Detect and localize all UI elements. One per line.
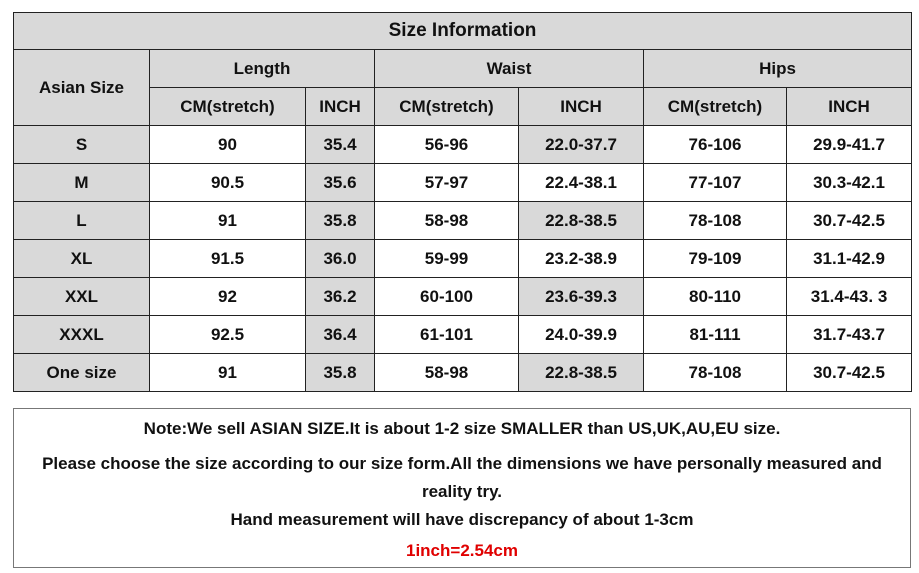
table-cell: 81-111 [643, 315, 787, 354]
size-label: M [13, 163, 150, 202]
table-cell: 92 [149, 277, 306, 316]
table-cell: 80-110 [643, 277, 787, 316]
note-line: Hand measurement will have discrepancy o… [230, 510, 694, 529]
table-cell: 31.7-43.7 [785, 315, 913, 354]
note-line: Note:We sell ASIAN SIZE.It is about 1-2 … [143, 419, 781, 438]
note-line: 1inch=2.54cm [406, 541, 518, 560]
table-cell: 58-98 [374, 201, 519, 240]
table-row: S 90 35.4 56-96 22.0-37.7 76-106 29.9-41.7 [13, 125, 913, 164]
table-cell: 78-108 [643, 353, 787, 392]
table-row: XXL 92 36.2 60-100 23.6-39.3 80-110 31.4-43. 3 [13, 277, 913, 316]
note-line: Please choose the size according to our … [42, 454, 882, 501]
table-cell: 30.7-42.5 [785, 201, 913, 240]
table-cell: 57-97 [374, 163, 519, 202]
size-label: XXL [13, 277, 150, 316]
table-cell: 61-101 [374, 315, 519, 354]
group-header: Hips [642, 49, 913, 88]
table-cell: 91 [149, 201, 306, 240]
group-header: Length [149, 49, 375, 88]
table-cell: 31.4-43. 3 [785, 277, 913, 316]
table-cell: 22.8-38.5 [518, 353, 644, 392]
table-cell: 79-109 [643, 239, 787, 278]
table-cell: 58-98 [374, 353, 519, 392]
sub-header: INCH [305, 87, 375, 126]
table-cell: 90.5 [149, 163, 306, 202]
table-cell: 36.0 [305, 239, 375, 278]
sub-header: CM(stretch) [149, 87, 306, 126]
table-cell: 31.1-42.9 [785, 239, 913, 278]
size-label: XL [13, 239, 150, 278]
table-row: One size 91 35.8 58-98 22.8-38.5 78-108 30.7-4… [13, 353, 913, 392]
table-cell: 29.9-41.7 [785, 125, 913, 164]
table-cell: 24.0-39.9 [518, 315, 644, 354]
notes-box: Note:We sell ASIAN SIZE.It is about 1-2 … [13, 408, 911, 568]
table-cell: 35.6 [305, 163, 375, 202]
table-cell: 22.0-37.7 [518, 125, 644, 164]
table-cell: 90 [149, 125, 306, 164]
size-label: XXXL [13, 315, 150, 354]
table-cell: 35.4 [305, 125, 375, 164]
table-cell: 22.8-38.5 [518, 201, 644, 240]
table-title: Size Information [12, 12, 913, 50]
table-cell: 60-100 [374, 277, 519, 316]
table-cell: 35.8 [305, 353, 375, 392]
corner-header: Asian Size [13, 49, 150, 126]
size-label: S [13, 125, 150, 164]
sub-header: CM(stretch) [374, 87, 519, 126]
size-label: One size [13, 353, 150, 392]
table-cell: 77-107 [643, 163, 787, 202]
size-label: L [13, 201, 150, 240]
table-row: XXXL 92.5 36.4 61-101 24.0-39.9 81-111 31.7-43… [13, 315, 913, 354]
group-header: Waist [374, 49, 644, 88]
table-cell: 76-106 [643, 125, 787, 164]
table-row: L 91 35.8 58-98 22.8-38.5 78-108 30.7-42.5 [13, 201, 913, 240]
table-cell: 59-99 [374, 239, 519, 278]
table-cell: 56-96 [374, 125, 519, 164]
table-cell: 30.7-42.5 [785, 353, 913, 392]
table-cell: 30.3-42.1 [785, 163, 913, 202]
size-table: Size Information Asian Size Length Waist… [12, 12, 913, 392]
table-cell: 36.4 [305, 315, 375, 354]
table-row: XL 91.5 36.0 59-99 23.2-38.9 79-109 31.1-42.9 [13, 239, 913, 278]
table-cell: 91.5 [149, 239, 306, 278]
table-cell: 36.2 [305, 277, 375, 316]
table-cell: 35.8 [305, 201, 375, 240]
sub-header: CM(stretch) [643, 87, 787, 126]
table-cell: 78-108 [643, 201, 787, 240]
sub-header: INCH [785, 87, 913, 126]
table-row: M 90.5 35.6 57-97 22.4-38.1 77-107 30.3-42.1 [13, 163, 913, 202]
table-cell: 23.6-39.3 [518, 277, 644, 316]
table-cell: 23.2-38.9 [518, 239, 644, 278]
table-cell: 22.4-38.1 [518, 163, 644, 202]
sub-header: INCH [518, 87, 644, 126]
table-cell: 91 [149, 353, 306, 392]
table-cell: 92.5 [149, 315, 306, 354]
